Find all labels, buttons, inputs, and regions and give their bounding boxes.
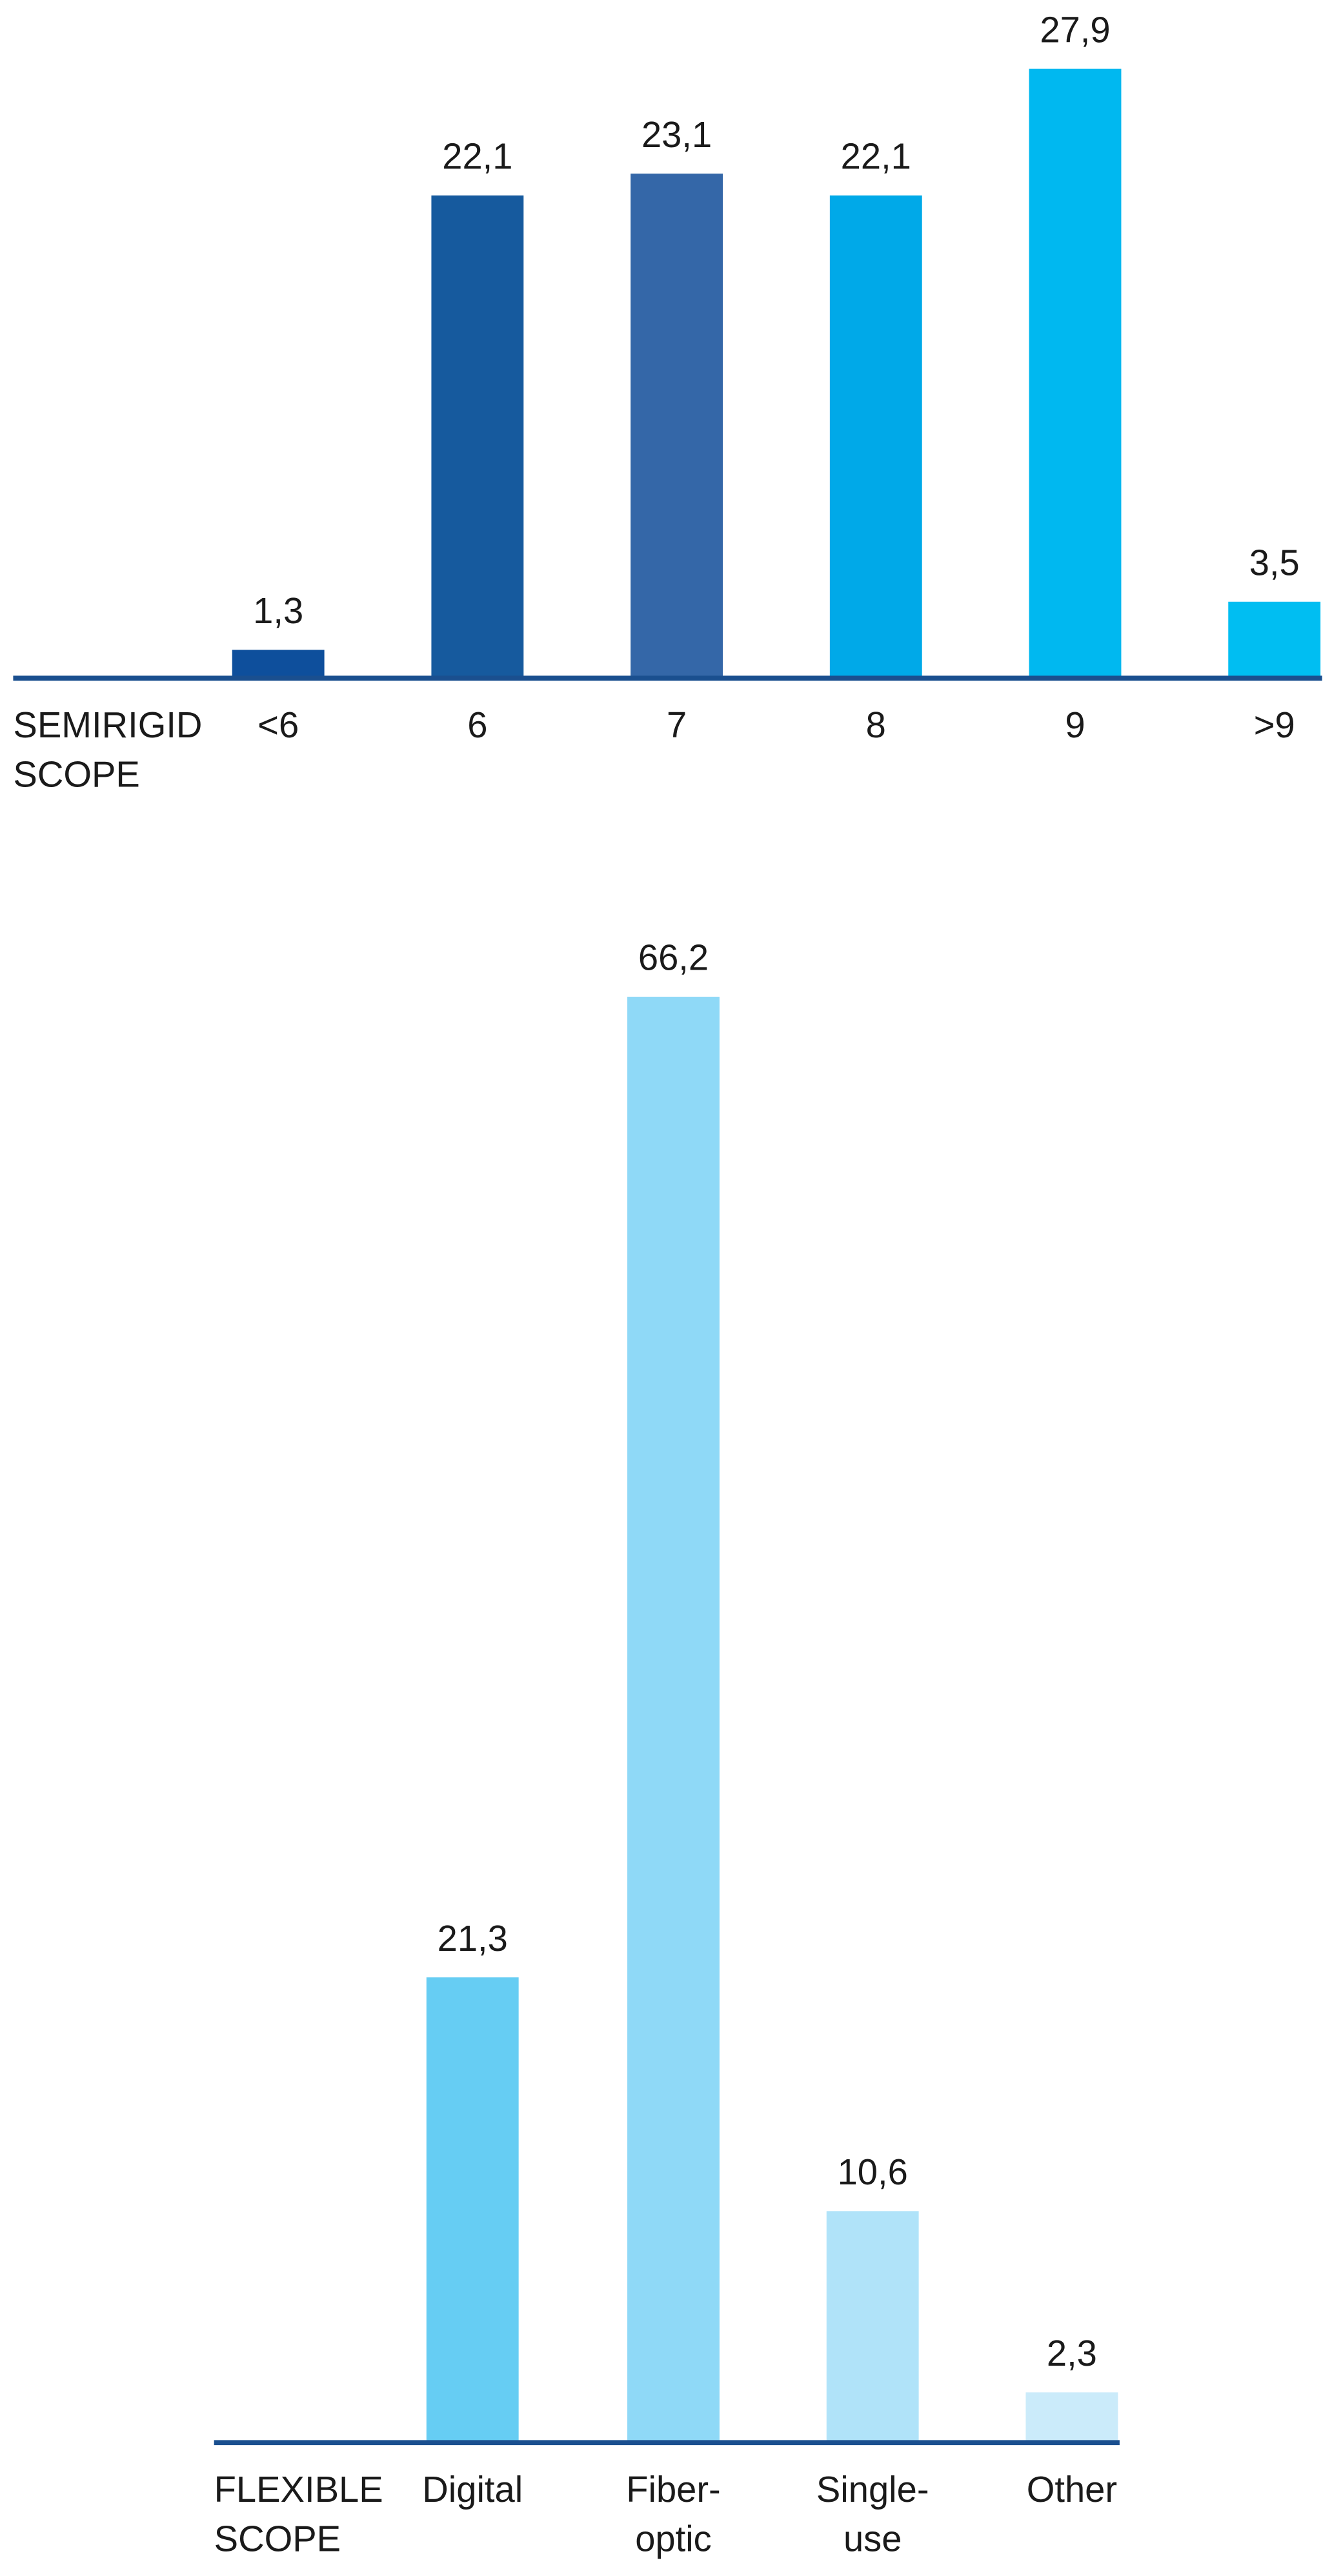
x-tick-label: 9 bbox=[1065, 704, 1085, 745]
value-label: 2,3 bbox=[1047, 2333, 1097, 2373]
x-tick-label: 7 bbox=[667, 704, 687, 745]
value-label: 10,6 bbox=[838, 2152, 908, 2192]
x-tick-label: Digital bbox=[422, 2469, 523, 2510]
x-tick-label: 8 bbox=[866, 704, 886, 745]
axis-label: SEMIRIGID SCOPE bbox=[13, 704, 202, 795]
value-label: 23,1 bbox=[641, 114, 712, 155]
bar bbox=[426, 1977, 519, 2443]
x-tick-label: 6 bbox=[467, 704, 487, 745]
bar bbox=[627, 996, 720, 2443]
value-label: 22,1 bbox=[442, 136, 512, 177]
value-label: 27,9 bbox=[1040, 9, 1110, 50]
bar bbox=[431, 195, 524, 679]
x-tick-label: <6 bbox=[257, 704, 299, 745]
value-label: 22,1 bbox=[841, 136, 911, 177]
x-tick-label: Other bbox=[1027, 2469, 1117, 2510]
bar bbox=[1228, 601, 1321, 679]
bar bbox=[232, 650, 325, 679]
value-label: 66,2 bbox=[638, 937, 709, 978]
bar bbox=[1029, 68, 1122, 679]
bar bbox=[826, 2211, 919, 2443]
value-label: 3,5 bbox=[1249, 542, 1300, 583]
value-label: 21,3 bbox=[438, 1918, 508, 1959]
axis-label: FLEXIBLE SCOPE bbox=[214, 2469, 383, 2559]
x-tick-label: >9 bbox=[1254, 704, 1295, 745]
bar bbox=[829, 195, 922, 679]
x-tick-label: Single-use bbox=[816, 2469, 929, 2559]
bar bbox=[631, 174, 723, 679]
bar bbox=[1025, 2392, 1118, 2443]
x-tick-label: Fiber-optic bbox=[626, 2469, 721, 2559]
value-label: 1,3 bbox=[253, 590, 303, 631]
